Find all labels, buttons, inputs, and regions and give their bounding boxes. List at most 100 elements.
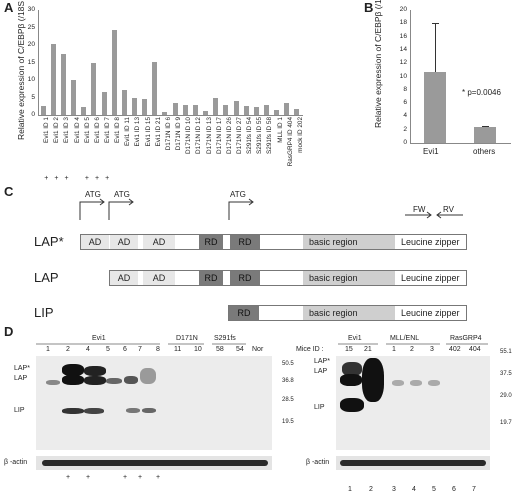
panel-d-label: D bbox=[4, 324, 14, 339]
plus-mark: + bbox=[156, 474, 161, 481]
atg-1: ATG bbox=[85, 190, 101, 199]
group-s291fs: S291fs bbox=[214, 335, 236, 342]
lane-number: 58 bbox=[216, 346, 224, 353]
mice-id-label: Mice ID : bbox=[296, 346, 324, 353]
y-tick-label: 12 bbox=[399, 59, 407, 67]
mw-marker: 29.0 bbox=[500, 393, 512, 399]
row-lip-label: LIP bbox=[34, 305, 54, 320]
panel-a-label: A bbox=[4, 0, 14, 15]
ad-domain: AD bbox=[143, 271, 175, 285]
basic-region: basic region bbox=[303, 306, 395, 320]
plus-mark: + bbox=[123, 474, 128, 481]
rd-domain: RD bbox=[199, 271, 223, 285]
row-lapstar-box: AD AD AD RD RD basic region Leucine zipp… bbox=[80, 234, 467, 250]
y-tick-label: 10 bbox=[27, 76, 35, 83]
band-label-lapstar: LAP* bbox=[14, 365, 30, 372]
band bbox=[140, 368, 156, 384]
x-tick-label: Evi1 bbox=[423, 147, 439, 156]
bar bbox=[142, 99, 148, 115]
y-tick-label: 20 bbox=[399, 6, 407, 13]
plus-mark: + bbox=[95, 175, 100, 182]
lane-number: 10 bbox=[194, 346, 202, 353]
western-blot-left bbox=[36, 356, 272, 450]
plus-mark: + bbox=[64, 175, 69, 182]
mw-marker: 28.5 bbox=[282, 397, 294, 403]
band-label-lip-right: LIP bbox=[314, 404, 325, 411]
leucine-zipper: Leucine zipper bbox=[401, 237, 460, 247]
bar bbox=[233, 101, 239, 115]
band bbox=[342, 362, 362, 376]
panel-a-chart: 0 5 10 15 20 25 30 Evi1 ID 1 Evi1 ID 2 + Evi1 ID 3… bbox=[0, 0, 310, 182]
row-lap-label: LAP bbox=[34, 270, 59, 285]
y-tick-label: 10 bbox=[399, 72, 407, 80]
group-lines-right bbox=[338, 343, 488, 345]
mouse-id: 402 bbox=[449, 346, 461, 353]
lane-number: 11 bbox=[174, 346, 182, 353]
bar bbox=[213, 97, 219, 115]
mouse-id: 3 bbox=[430, 346, 434, 353]
plus-mark: + bbox=[86, 474, 91, 481]
bar bbox=[162, 111, 168, 115]
row-lapstar-label: LAP* bbox=[34, 234, 64, 249]
y-tick-label: 0 bbox=[31, 111, 35, 118]
western-blot-right bbox=[336, 356, 490, 450]
actin-blot-left bbox=[36, 456, 272, 470]
lane-number: 3 bbox=[392, 486, 396, 493]
bar bbox=[263, 104, 269, 115]
bar bbox=[101, 92, 107, 115]
leucine-zipper: Leucine zipper bbox=[401, 308, 460, 318]
group-lines bbox=[36, 343, 246, 345]
mouse-id: 15 bbox=[345, 346, 353, 353]
band-label-lap-right: LAP bbox=[314, 368, 328, 375]
mw-marker: 36.8 bbox=[282, 378, 294, 384]
bar bbox=[81, 106, 87, 115]
band bbox=[124, 376, 138, 384]
band bbox=[62, 364, 84, 376]
mouse-id: 2 bbox=[410, 346, 414, 353]
y-tick-label: 18 bbox=[399, 19, 407, 27]
band bbox=[46, 380, 60, 385]
lane-number: 8 bbox=[156, 346, 160, 353]
band bbox=[142, 408, 156, 413]
plus-mark: + bbox=[66, 474, 71, 481]
rd-domain: RD bbox=[230, 235, 260, 249]
bar bbox=[172, 102, 178, 115]
band bbox=[84, 366, 106, 376]
y-tick-label: 20 bbox=[27, 41, 35, 48]
band bbox=[106, 378, 122, 384]
panel-b-chart: 0 2 4 6 8 10 12 14 16 18 20 Evi1 others * p=0.0046 bbox=[0, 0, 520, 175]
lane-number: 4 bbox=[86, 346, 90, 353]
lane-number: 2 bbox=[369, 486, 373, 493]
y-tick-label: 2 bbox=[403, 125, 407, 133]
band bbox=[84, 376, 106, 385]
bar bbox=[121, 89, 127, 115]
lane-number: 1 bbox=[348, 486, 352, 493]
x-tick-label: others bbox=[473, 147, 496, 156]
actin-blot-right bbox=[336, 456, 490, 470]
basic-region: basic region bbox=[303, 235, 395, 249]
ad-domain: AD bbox=[110, 235, 138, 249]
y-tick-label: 30 bbox=[27, 6, 35, 13]
rv-primer: RV bbox=[443, 205, 454, 214]
mouse-id: 404 bbox=[469, 346, 481, 353]
lane-number: 7 bbox=[472, 486, 476, 493]
y-tick-label: 5 bbox=[31, 93, 35, 101]
lane-number: 1 bbox=[46, 346, 50, 353]
plus-mark: + bbox=[105, 175, 110, 182]
mw-marker: 37.5 bbox=[500, 371, 512, 377]
ad-domain: AD bbox=[81, 235, 109, 249]
bar bbox=[474, 127, 496, 143]
y-tick-label: 16 bbox=[399, 32, 407, 40]
error-cap bbox=[432, 22, 439, 24]
band bbox=[62, 408, 84, 414]
band bbox=[410, 380, 422, 386]
group-rasgrp4: RasGRP4 bbox=[450, 335, 482, 342]
p-value-annotation: * p=0.0046 bbox=[462, 88, 501, 97]
bar bbox=[50, 43, 56, 115]
y-tick-label: 25 bbox=[27, 23, 35, 31]
atg-3: ATG bbox=[230, 190, 246, 199]
actin-band bbox=[340, 460, 486, 466]
bar bbox=[253, 106, 259, 115]
rd-domain: RD bbox=[229, 306, 259, 320]
band-label-lap: LAP bbox=[14, 375, 28, 382]
